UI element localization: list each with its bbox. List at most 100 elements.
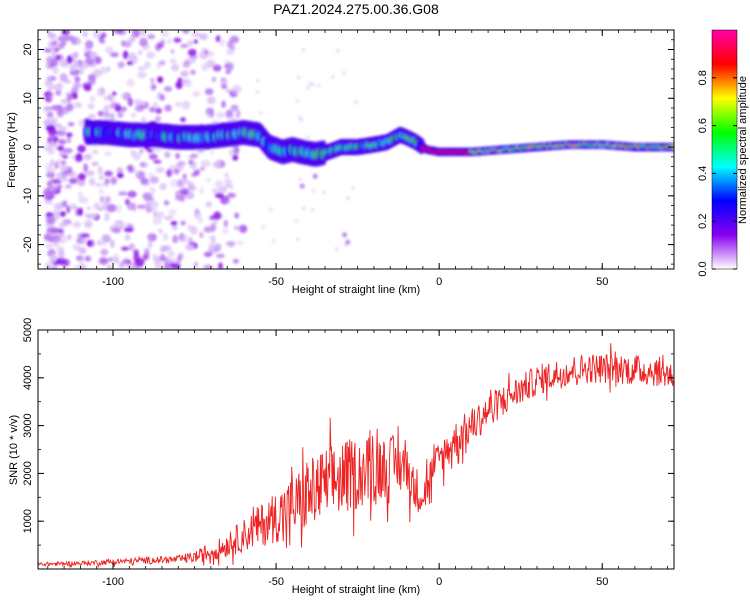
heatmap-cell [146,148,154,153]
heatmap-cell [43,109,53,114]
heatmap-cell [204,88,214,95]
heatmap-cell [110,239,115,249]
heatmap-cell [129,35,136,43]
heatmap-cell [45,124,56,132]
heatmap-cell [205,107,214,115]
heatmap-cell [69,203,78,210]
heatmap-cell [61,177,69,182]
heatmap-cell [127,164,134,174]
heatmap-cell [61,30,70,36]
heatmap-cell [53,178,63,185]
heatmap-cell [190,153,198,159]
heatmap-cell [70,92,78,100]
heatmap-cell [216,111,225,119]
heatmap-cell [155,107,162,114]
heatmap-cell [44,244,54,248]
heatmap-cell [170,49,175,54]
heatmap-cell [59,149,64,158]
heatmap-cell [62,165,69,171]
y-tick-label: 5000 [22,318,34,342]
heatmap-cell [114,105,122,112]
heatmap-cell [69,65,77,72]
heatmap-cell [110,52,119,58]
heatmap-cell [97,166,104,175]
snr-panel: -100 -50 0 50 1000 2000 3000 4000 5000 Height o… [8,318,675,596]
heatmap-cell [223,63,231,69]
colorbar-title: Normalized spectral amplitude [737,76,749,224]
heatmap-cell [66,93,73,102]
x-tick-label: -50 [268,576,284,588]
heatmap-cell [168,208,177,217]
heatmap-cell [193,39,198,44]
y-tick-label: 10 [22,92,34,104]
heatmap-cell [152,101,159,109]
heatmap-cell [74,75,81,83]
heatmap-cell [122,50,129,60]
heatmap-cell [77,179,86,187]
heatmap-cell [84,255,92,262]
heatmap-cell [170,220,178,226]
heatmap-cell [104,212,111,219]
heatmap-cell [165,257,174,264]
heatmap-cell [86,239,93,247]
heatmap-cell [219,38,226,47]
x-tick-label: 50 [596,576,608,588]
heatmap-cell [162,232,169,241]
heatmap-cell [87,103,95,110]
heatmap-cell [106,204,117,213]
heatmap-cell [73,101,81,109]
heatmap-cell [57,42,65,50]
heatmap-cell [58,222,68,228]
heatmap-cell [255,90,260,94]
heatmap-cell [56,228,64,234]
x-tick-label: -100 [102,576,124,588]
heatmap-cell [123,227,134,233]
heatmap-cell [59,61,69,68]
heatmap-cell [96,87,106,97]
heatmap-cell [56,109,64,118]
heatmap-cell [226,200,231,205]
heatmap-cell [62,106,69,115]
heatmap-cell [212,163,216,167]
heatmap-cell [214,64,220,70]
heatmap-cell [199,33,208,40]
heatmap-cell [233,225,241,231]
heatmap-cell [146,200,153,206]
heatmap-cell [206,177,211,183]
heatmap-cell [93,202,101,210]
y-tick-label: 3000 [22,413,34,437]
heatmap-cell [172,235,179,244]
heatmap-cell [86,206,92,211]
snr-background [38,330,674,569]
heatmap-cell [64,184,72,189]
heatmap-cell [141,116,146,124]
heatmap-cell [334,247,339,251]
heatmap-cell [56,172,63,180]
heatmap-cell [48,32,56,40]
heatmap-cell [306,86,311,90]
heatmap-cell [180,220,186,226]
heatmap-cell [99,195,105,204]
colorbar-bar [711,29,738,270]
heatmap-cell [115,204,122,213]
heatmap-cell [301,48,306,52]
heatmap-cell [213,160,221,169]
heatmap-cell [206,96,216,105]
x-tick-label: -50 [268,276,284,288]
heatmap-cell [180,70,189,78]
heatmap-cell [72,39,77,45]
heatmap-cell [230,185,234,190]
y-tick-label: 4000 [22,366,34,390]
heatmap-cell [93,30,101,39]
heatmap-cell [60,160,67,166]
heatmap-cell [213,211,222,220]
heatmap-cell [45,62,54,70]
heatmap-cell [164,151,171,158]
heatmap-frame [37,29,675,270]
heatmap-cell [170,179,179,188]
heatmap-cell [127,190,137,198]
heatmap-cell [83,84,92,92]
heatmap-cell [58,35,66,42]
heatmap-cell [214,180,224,188]
heatmap-cell [209,235,216,241]
